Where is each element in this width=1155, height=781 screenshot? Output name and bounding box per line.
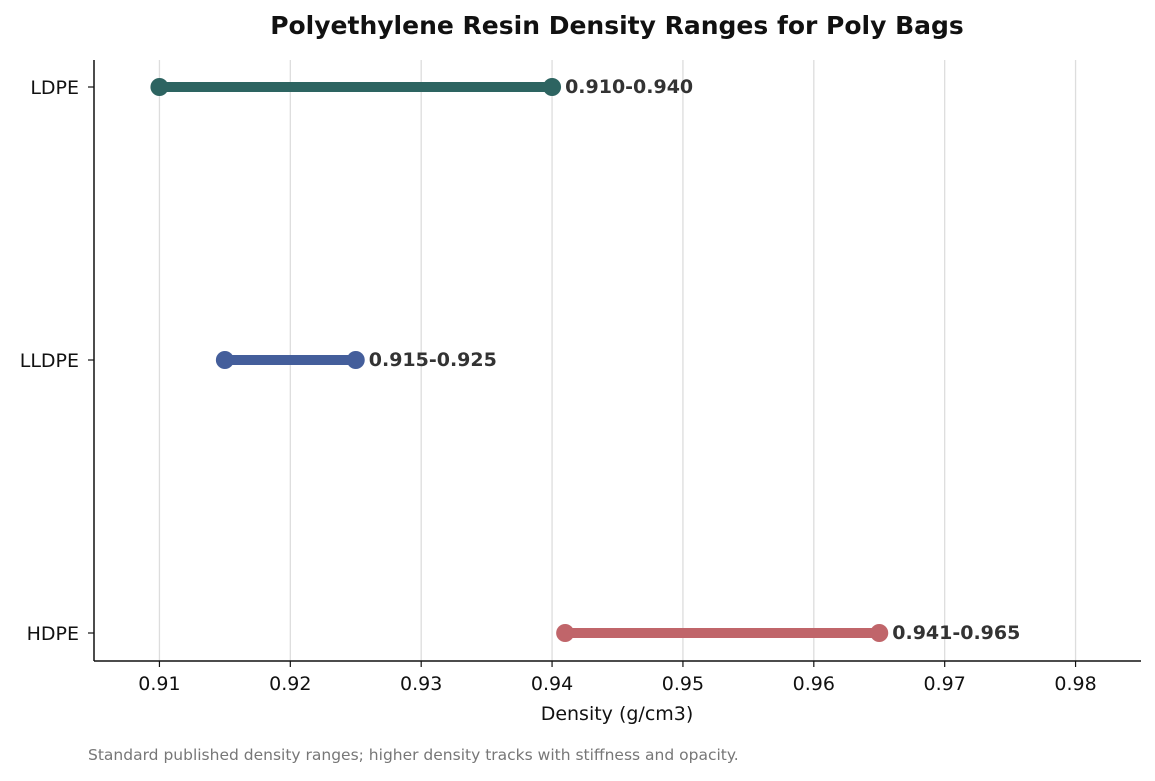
range-low-marker bbox=[150, 78, 169, 96]
x-tick-label: 0.98 bbox=[1054, 673, 1096, 695]
range-value-label: 0.910-0.940 bbox=[565, 76, 693, 98]
range-high-marker bbox=[543, 78, 562, 96]
range-lldpe: 0.915-0.925 bbox=[215, 349, 497, 371]
y-tick-label: HDPE bbox=[27, 623, 79, 645]
y-tick-label: LDPE bbox=[30, 77, 79, 99]
y-tick-label: LLDPE bbox=[20, 350, 79, 372]
range-high-marker bbox=[870, 624, 889, 642]
x-axis-label: Density (g/cm3) bbox=[541, 703, 694, 725]
x-tick-label: 0.92 bbox=[269, 673, 311, 695]
x-tick-label: 0.94 bbox=[531, 673, 573, 695]
range-ldpe: 0.910-0.940 bbox=[150, 76, 693, 98]
range-bars: 0.910-0.940 0.915-0.925 0.941-0.965 bbox=[150, 76, 1020, 644]
x-tick-label: 0.93 bbox=[400, 673, 442, 695]
range-value-label: 0.915-0.925 bbox=[369, 349, 497, 371]
x-tick-label: 0.97 bbox=[924, 673, 966, 695]
x-tick-label: 0.91 bbox=[138, 673, 180, 695]
range-high-marker bbox=[346, 351, 365, 369]
gridlines bbox=[158, 60, 1077, 661]
x-ticks: 0.91 0.92 0.93 0.94 0.95 0.96 0.97 0.98 bbox=[138, 661, 1097, 695]
range-hdpe: 0.941-0.965 bbox=[556, 622, 1020, 644]
chart-title: Polyethylene Resin Density Ranges for Po… bbox=[270, 11, 964, 40]
range-low-marker bbox=[215, 351, 234, 369]
x-tick-label: 0.95 bbox=[662, 673, 704, 695]
y-ticks: LDPE LLDPE HDPE bbox=[20, 77, 94, 645]
range-value-label: 0.941-0.965 bbox=[892, 622, 1020, 644]
chart-caption: Standard published density ranges; highe… bbox=[88, 746, 739, 764]
range-low-marker bbox=[556, 624, 575, 642]
x-tick-label: 0.96 bbox=[793, 673, 835, 695]
